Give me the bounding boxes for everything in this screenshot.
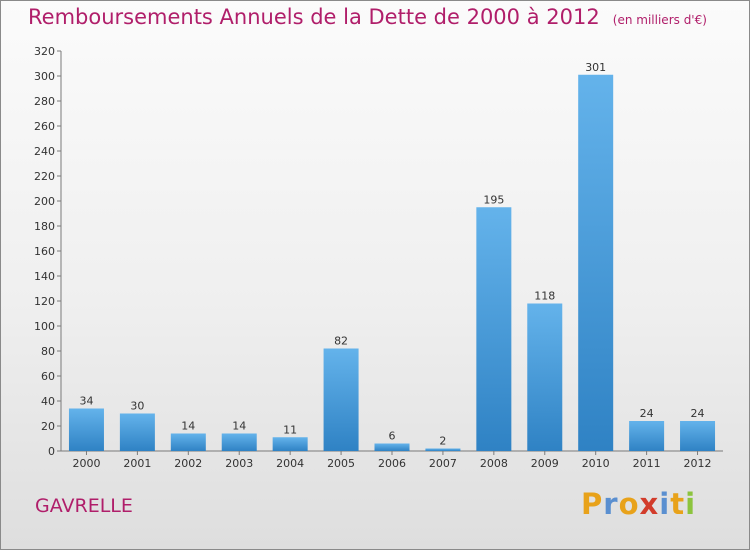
x-tick-label: 2000: [72, 457, 100, 470]
x-tick-label: 2009: [531, 457, 559, 470]
y-tick-label: 100: [34, 320, 55, 333]
bar: [425, 448, 461, 451]
data-label: 34: [79, 395, 93, 408]
data-label: 195: [483, 193, 504, 206]
bar: [680, 421, 716, 451]
logo-letter: t: [670, 487, 686, 521]
x-tick-label: 2008: [480, 457, 508, 470]
bar: [374, 443, 410, 451]
y-tick-label: 200: [34, 195, 55, 208]
bar: [476, 207, 512, 451]
data-label: 11: [283, 423, 297, 436]
y-tick-label: 20: [41, 420, 55, 433]
y-tick-label: 80: [41, 345, 55, 358]
logo-letter: i: [659, 487, 671, 521]
bar: [527, 303, 563, 451]
y-tick-label: 260: [34, 120, 55, 133]
x-tick-label: 2003: [225, 457, 253, 470]
y-tick-label: 60: [41, 370, 55, 383]
bar: [578, 74, 614, 451]
y-tick-label: 120: [34, 295, 55, 308]
proxiti-logo[interactable]: Proxiti: [581, 487, 696, 521]
data-label: 6: [389, 430, 396, 443]
x-tick-label: 2007: [429, 457, 457, 470]
data-label: 24: [640, 407, 654, 420]
logo-letter: r: [603, 487, 619, 521]
data-label: 24: [691, 407, 705, 420]
logo-letter: i: [685, 487, 697, 521]
data-label: 30: [130, 400, 144, 413]
data-label: 118: [534, 290, 555, 303]
bar: [629, 421, 665, 451]
data-label: 14: [232, 420, 246, 433]
x-tick-label: 2010: [582, 457, 610, 470]
y-tick-label: 180: [34, 220, 55, 233]
bar: [170, 433, 206, 451]
data-label: 82: [334, 335, 348, 348]
chart-title: Remboursements Annuels de la Dette de 20…: [28, 5, 600, 29]
bar: [272, 437, 308, 451]
bar: [68, 408, 104, 451]
x-tick-label: 2004: [276, 457, 304, 470]
data-label: 14: [181, 420, 195, 433]
chart-unit: (en milliers d'€): [612, 13, 707, 27]
x-tick-label: 2002: [174, 457, 202, 470]
bar: [323, 348, 359, 451]
logo-letter: o: [618, 487, 640, 521]
logo-letter: x: [639, 487, 660, 521]
city-name: GAVRELLE: [35, 495, 133, 517]
x-tick-label: 2006: [378, 457, 406, 470]
y-tick-label: 240: [34, 145, 55, 158]
x-tick-label: 2005: [327, 457, 355, 470]
y-tick-label: 320: [34, 45, 55, 58]
bar: [119, 413, 155, 451]
y-tick-label: 160: [34, 245, 55, 258]
y-tick-label: 40: [41, 395, 55, 408]
data-label: 2: [439, 435, 446, 448]
y-tick-label: 220: [34, 170, 55, 183]
y-tick-label: 280: [34, 95, 55, 108]
x-tick-label: 2012: [684, 457, 712, 470]
chart-title-block: Remboursements Annuels de la Dette de 20…: [28, 5, 707, 29]
y-tick-label: 0: [48, 445, 55, 458]
y-tick-label: 300: [34, 70, 55, 83]
x-tick-label: 2011: [633, 457, 661, 470]
x-tick-label: 2001: [123, 457, 151, 470]
bar: [221, 433, 257, 451]
data-label: 301: [585, 61, 606, 74]
y-tick-label: 140: [34, 270, 55, 283]
logo-letter: P: [581, 487, 604, 521]
